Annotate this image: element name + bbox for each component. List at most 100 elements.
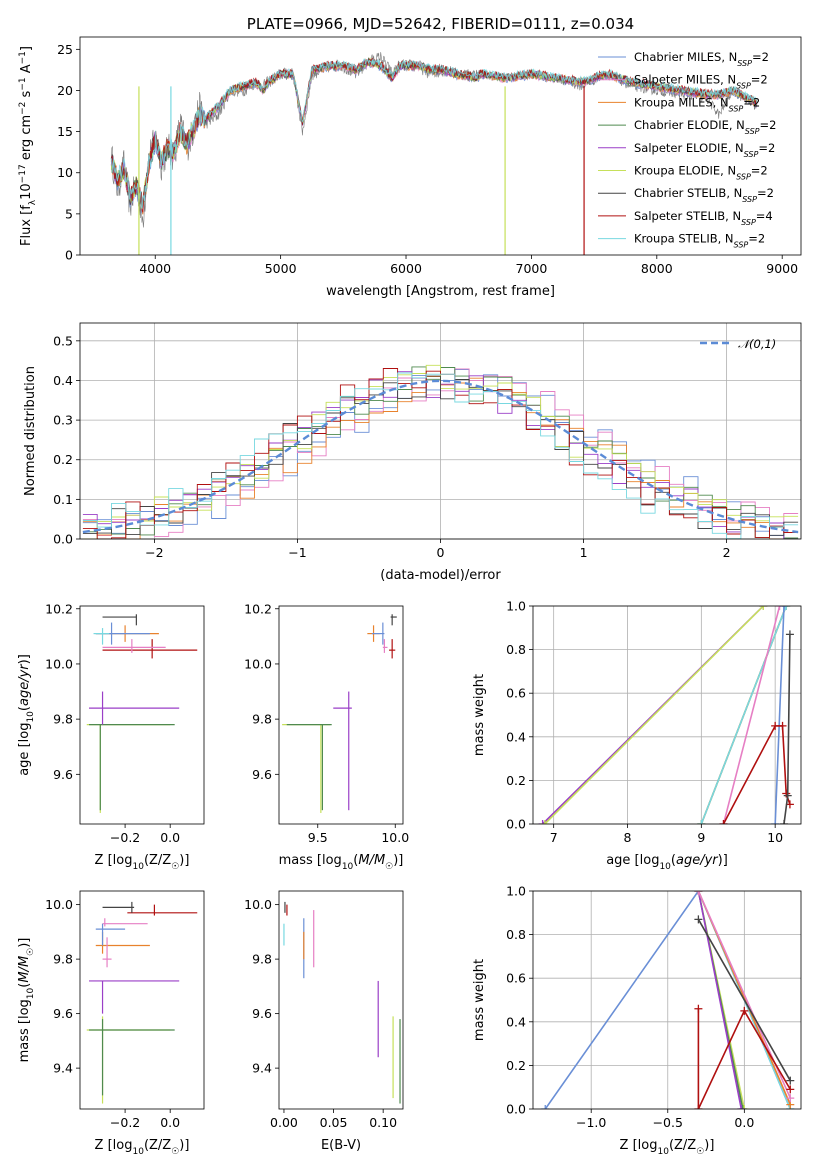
y-tick-label: 25 <box>57 42 73 57</box>
legend-label-part: =2 <box>751 73 768 87</box>
mass-weight-marker <box>783 791 792 800</box>
mass-weight-line <box>697 1008 791 1109</box>
error-bar-point <box>390 614 397 626</box>
y-tick-label: 0.0 <box>53 532 73 547</box>
error-bar-point <box>89 980 180 1014</box>
mass-weight-line <box>697 918 791 1082</box>
y-tick-label: 0 <box>65 248 73 263</box>
legend-label-part: Chabrier ELODIE, N <box>634 118 745 132</box>
y-tick-label: 10.2 <box>244 601 272 616</box>
error-bar-point <box>86 724 171 813</box>
mass-weight-marker <box>694 891 703 895</box>
legend-label-part: SSP <box>744 149 759 158</box>
xlabel-part: mass [log <box>279 853 342 868</box>
massweight-vs-age-frame <box>532 605 802 825</box>
mass-weight-marker <box>786 1076 795 1085</box>
x-tick-label: 5000 <box>265 261 297 276</box>
x-tick-label: 7 <box>550 830 558 845</box>
residual-histogram <box>82 375 799 536</box>
legend-label-part: Salpeter STELIB, N <box>634 209 741 223</box>
xlabel-part: )] <box>393 853 403 868</box>
mass-vs-Z-xlabel: Z [log10(Z/Z☉)] <box>95 1138 190 1157</box>
spectrum-legend: Chabrier MILES, NSSP=2 Salpeter MILES, N S… <box>598 50 776 249</box>
mass-weight-marker <box>778 721 787 730</box>
mass-vs-EBV-points <box>283 901 401 1104</box>
y-tick-label: 0.4 <box>53 373 73 388</box>
mass-weight-marker <box>740 1006 749 1015</box>
y-tick-label: 9.4 <box>252 1061 272 1076</box>
error-bar-point <box>382 639 388 653</box>
xlabel-part: )] <box>179 853 189 868</box>
residuals-ylabel: Normed distribution <box>23 366 38 496</box>
x-tick-label: 0.0 <box>734 1115 754 1130</box>
x-tick-label: 8000 <box>641 261 673 276</box>
legend-label-part: SSP <box>734 240 749 249</box>
xlabel-part: age/yr <box>676 853 719 868</box>
y-tick-label: 9.6 <box>53 767 73 782</box>
ylabel-part: ( <box>17 706 32 711</box>
error-bar-point <box>389 639 396 659</box>
ylabel-part: age/yr <box>17 663 32 706</box>
legend-label-part: Salpeter MILES, N <box>634 73 736 87</box>
xlabel-part: ( <box>353 853 358 868</box>
x-tick-label: 0.05 <box>320 1115 348 1130</box>
mass-weight-marker <box>780 820 789 824</box>
x-tick-label: 4000 <box>139 261 171 276</box>
ylabel-part: −17 <box>18 164 28 183</box>
xlabel-part: Z [log <box>95 853 133 868</box>
xlabel-part: (Z/Z <box>144 1138 171 1153</box>
residual-histogram <box>82 368 799 539</box>
x-tick-label: 7000 <box>516 261 548 276</box>
xlabel-part: )] <box>704 1138 714 1153</box>
y-tick-label: 0.0 <box>506 1102 526 1117</box>
mass-weight-marker <box>738 1105 747 1109</box>
y-tick-label: 0.1 <box>53 492 73 507</box>
ylabel-part: M/M <box>17 956 32 983</box>
error-bar-point <box>89 1019 175 1096</box>
xlabel-part: )] <box>718 853 728 868</box>
mass-vs-Z-axes: −0.2 0.0 9.4 9.6 9.8 10.0 <box>45 897 180 1130</box>
massweight-vs-age-xlabel: age [log10(age/yr)] <box>606 853 728 872</box>
y-tick-label: 0.5 <box>53 333 73 348</box>
y-tick-label: 9.8 <box>53 952 73 967</box>
x-tick-label: 9 <box>697 830 705 845</box>
y-tick-label: 0.3 <box>53 413 73 428</box>
legend-label: Kroupa MILES, NSSP=2 <box>634 95 760 113</box>
ylabel-part: ] <box>19 46 34 51</box>
mass-vs-EBV-xlabel: E(B-V) <box>321 1138 361 1153</box>
legend-label: Chabrier MILES, NSSP=2 <box>634 50 769 68</box>
y-tick-label: 1.0 <box>506 884 526 899</box>
legend-label-part: =4 <box>756 209 773 223</box>
y-tick-label: 0.8 <box>506 642 526 657</box>
x-tick-label: −2 <box>145 545 163 560</box>
ylabel-part: Flux [f <box>19 205 34 246</box>
ylabel-part: ( <box>17 983 32 988</box>
y-tick-label: 10 <box>57 165 73 180</box>
x-tick-label: 0.00 <box>270 1115 298 1130</box>
age-vs-mass-points <box>282 614 397 813</box>
y-tick-label: 0.8 <box>506 927 526 942</box>
ylabel-part: s <box>19 90 34 101</box>
x-tick-label: 10.0 <box>381 830 409 845</box>
massweight-vs-age-lines <box>538 606 794 824</box>
legend-label: Salpeter ELODIE, NSSP=2 <box>634 141 775 159</box>
legend-label-part: Salpeter ELODIE, N <box>634 141 744 155</box>
error-bar-point <box>102 614 137 626</box>
xlabel-part: ☉ <box>171 1147 179 1157</box>
residual-histogram <box>82 372 799 539</box>
ylabel-part: λ <box>28 199 38 205</box>
xlabel-part: ☉ <box>385 862 393 872</box>
y-tick-label: 10.0 <box>244 897 272 912</box>
mass-weight-marker <box>775 606 784 610</box>
legend-label-part: =2 <box>752 50 769 64</box>
massweight-vs-Z-xlabel: Z [log10(Z/Z☉)] <box>620 1138 715 1157</box>
ylabel-part: age [log <box>17 723 32 776</box>
ylabel-part: −1 <box>18 77 28 90</box>
mass-weight-marker <box>694 1105 703 1109</box>
age-vs-Z-axes: −0.2 0.0 9.6 9.8 10.0 10.2 <box>45 601 180 845</box>
legend-label: 𝒩(0,1) <box>738 337 776 351</box>
xlabel-part: 10 <box>659 862 671 872</box>
spectrum-xlabel: wavelength [Angstrom, rest frame] <box>326 284 555 299</box>
ylabel-part: mass weight <box>472 674 487 756</box>
